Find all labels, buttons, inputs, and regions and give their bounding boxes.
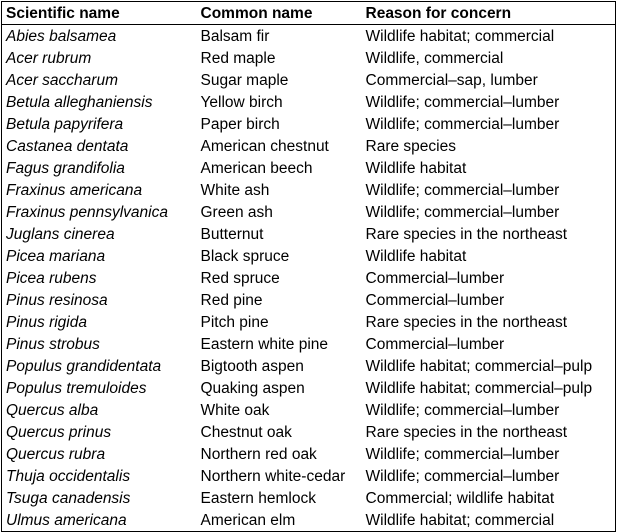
reason-cell: Wildlife; commercial–lumber: [365, 115, 560, 133]
table-row: Thuja occidentalis Northern white-cedar Wi…: [2, 465, 616, 487]
common-name-cell: Red spruce: [200, 269, 280, 287]
table-row: Quercus prinus Chestnut oak Rare species i…: [2, 421, 616, 443]
scientific-name-cell: Ulmus americana: [6, 511, 127, 529]
table-row: Betula alleghaniensis Yellow birch Wildlif…: [2, 91, 616, 113]
common-name-cell: Eastern hemlock: [200, 489, 316, 507]
common-name-cell: Red maple: [200, 49, 276, 67]
table-row: Fraxinus pennsylvanica Green ash Wildlife;…: [2, 201, 616, 223]
common-name-cell: Eastern white pine: [200, 335, 329, 353]
reason-cell: Wildlife habitat: [365, 247, 467, 265]
common-name-cell: Green ash: [200, 203, 273, 221]
reason-cell: Wildlife; commercial–lumber: [365, 467, 560, 485]
reason-cell: Commercial–lumber: [365, 269, 505, 287]
reason-cell: Wildlife; commercial–lumber: [365, 445, 560, 463]
reason-cell: Rare species in the northeast: [365, 313, 568, 331]
scientific-name-cell: Acer rubrum: [6, 49, 92, 67]
common-name-cell: American chestnut: [200, 137, 329, 155]
scientific-name-cell: Quercus prinus: [6, 423, 112, 441]
common-name-cell: Pitch pine: [200, 313, 269, 331]
scientific-name-cell: Acer saccharum: [6, 71, 118, 89]
common-name-cell: White oak: [200, 401, 270, 419]
common-name-cell: Paper birch: [200, 115, 280, 133]
table-row: Tsuga canadensis Eastern hemlock Commercia…: [2, 487, 616, 509]
table-row: Abies balsamea Balsam fir Wildlife habitat…: [2, 25, 616, 48]
table-header: Scientific name Common name Reason for c…: [1, 1, 616, 25]
table-row: Acer rubrum Red maple Wildlife, commercial: [2, 47, 616, 69]
scientific-name-cell: Betula papyrifera: [6, 115, 124, 133]
scientific-name-cell: Picea rubens: [6, 269, 97, 287]
reason-cell: Wildlife; commercial–lumber: [365, 181, 560, 199]
table-row: Castanea dentata American chestnut Rare sp…: [2, 135, 616, 157]
table-row: Pinus rigida Pitch pine Rare species in th…: [2, 311, 616, 333]
scientific-name-cell: Thuja occidentalis: [6, 467, 131, 485]
reason-cell: Wildlife; commercial–lumber: [365, 203, 560, 221]
reason-cell: Rare species in the northeast: [365, 423, 568, 441]
scientific-name-cell: Picea mariana: [6, 247, 106, 265]
scientific-name-cell: Quercus alba: [6, 401, 99, 419]
reason-cell: Wildlife; commercial–lumber: [365, 93, 560, 111]
scientific-name-cell: Populus tremuloides: [6, 379, 147, 397]
common-name-cell: Northern white-cedar: [200, 467, 346, 485]
common-name-cell: American elm: [200, 511, 296, 529]
common-name-cell: Quaking aspen: [200, 379, 305, 397]
reason-cell: Wildlife habitat: [365, 159, 467, 177]
scientific-name-cell: Fraxinus pennsylvanica: [6, 203, 168, 221]
reason-cell: Wildlife habitat; commercial–pulp: [365, 357, 593, 375]
table-row: Quercus rubra Northern red oak Wildlife; c…: [2, 443, 616, 465]
reason-cell: Wildlife habitat; commercial: [365, 511, 555, 529]
reason-cell: Commercial–lumber: [365, 335, 505, 353]
scientific-name-cell: Castanea dentata: [6, 137, 129, 155]
reason-cell: Commercial–lumber: [365, 291, 505, 309]
common-name-cell: American beech: [200, 159, 313, 177]
scientific-name-cell: Tsuga canadensis: [6, 489, 131, 507]
table-row: Populus grandidentata Bigtooth aspen Wildl…: [2, 355, 616, 377]
common-name-cell: Butternut: [200, 225, 264, 243]
table-row: Picea rubens Red spruce Commercial–lumber: [2, 267, 616, 289]
table-row: Quercus alba White oak Wildlife; commercia…: [2, 399, 616, 421]
scientific-name-cell: Betula alleghaniensis: [6, 93, 153, 111]
table-row: Pinus strobus Eastern white pine Commercia…: [2, 333, 616, 355]
table-row: Pinus resinosa Red pine Commercial–lumber: [2, 289, 616, 311]
header-common-name: Common name: [196, 1, 362, 25]
common-name-cell: Sugar maple: [200, 71, 289, 89]
scientific-name-cell: Pinus strobus: [6, 335, 100, 353]
common-name-cell: Chestnut oak: [200, 423, 292, 441]
table-row: Fagus grandifolia American beech Wildlife …: [2, 157, 616, 179]
common-name-cell: White ash: [200, 181, 270, 199]
reason-cell: Wildlife habitat; commercial: [365, 27, 555, 45]
header-scientific-name: Scientific name: [1, 1, 197, 25]
table-row: Picea mariana Black spruce Wildlife habita…: [2, 245, 616, 267]
common-name-cell: Northern red oak: [200, 445, 317, 463]
table-row: Juglans cinerea Butternut Rare species in …: [2, 223, 616, 245]
scientific-name-cell: Populus grandidentata: [6, 357, 162, 375]
common-name-cell: Yellow birch: [200, 93, 283, 111]
reason-cell: Rare species in the northeast: [365, 225, 568, 243]
reason-cell: Wildlife; commercial–lumber: [365, 401, 560, 419]
scientific-name-cell: Fagus grandifolia: [6, 159, 125, 177]
scientific-name-cell: Pinus rigida: [6, 313, 87, 331]
scientific-name-cell: Pinus resinosa: [6, 291, 108, 309]
table-row: Fraxinus americana White ash Wildlife; com…: [2, 179, 616, 201]
scientific-name-cell: Fraxinus americana: [6, 181, 143, 199]
reason-cell: Rare species: [365, 137, 456, 155]
reason-cell: Wildlife, commercial: [365, 49, 504, 67]
reason-cell: Commercial–sap, lumber: [365, 71, 538, 89]
common-name-cell: Balsam fir: [200, 27, 270, 45]
table-row: Betula papyrifera Paper birch Wildlife; co…: [2, 113, 616, 135]
reason-cell: Commercial; wildlife habitat: [365, 489, 555, 507]
common-name-cell: Bigtooth aspen: [200, 357, 304, 375]
scientific-name-cell: Juglans cinerea: [6, 225, 115, 243]
table-row: Acer saccharum Sugar maple Commercial–sap,…: [2, 69, 616, 91]
common-name-cell: Black spruce: [200, 247, 290, 265]
header-reason-for-concern: Reason for concern: [361, 1, 616, 25]
header-row: Scientific name Common name Reason for c…: [1, 1, 616, 25]
reason-cell: Wildlife habitat; commercial–pulp: [365, 379, 593, 397]
table-body: Abies balsamea Balsam fir Wildlife habitat…: [2, 25, 616, 532]
common-name-cell: Red pine: [200, 291, 263, 309]
scientific-name-cell: Quercus rubra: [6, 445, 106, 463]
table-row: Populus tremuloides Quaking aspen Wildlife…: [2, 377, 616, 399]
scientific-name-cell: Abies balsamea: [6, 27, 117, 45]
table-row: Ulmus americana American elm Wildlife habi…: [2, 509, 616, 532]
